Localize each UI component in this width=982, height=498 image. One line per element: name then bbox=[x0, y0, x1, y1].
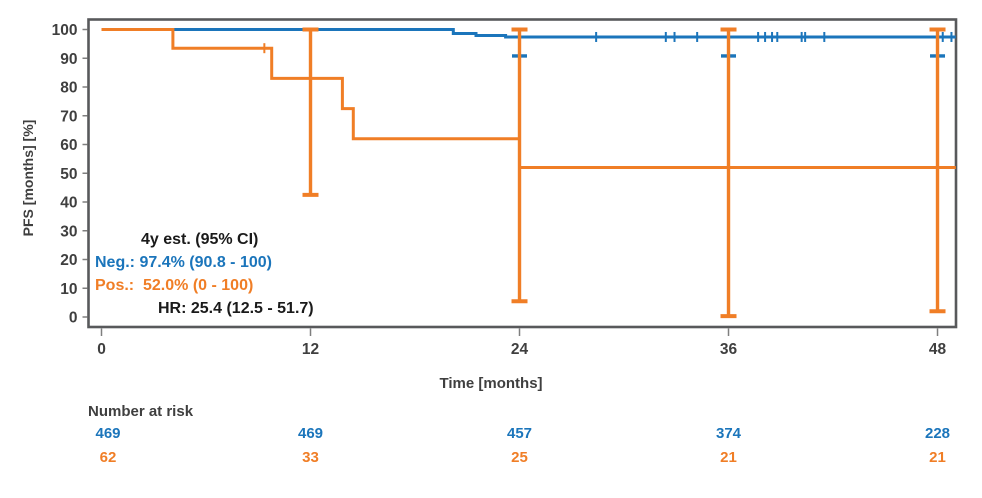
risk-table-title: Number at risk bbox=[88, 403, 194, 420]
annotation-estimate-header: 4y est. (95% CI) bbox=[141, 231, 259, 248]
plot-frame bbox=[87, 18, 958, 329]
annotation-pos-estimate: Pos.: 52.0% (0 - 100) bbox=[95, 277, 254, 294]
survival-curve-neg bbox=[101, 28, 956, 39]
x-axis-title: Time [months] bbox=[439, 375, 543, 392]
risk-value: 469 bbox=[95, 425, 121, 442]
y-tick-label: 0 bbox=[69, 310, 78, 327]
y-tick-label: 70 bbox=[60, 108, 77, 125]
risk-value: 25 bbox=[511, 449, 528, 466]
x-tick-label: 0 bbox=[97, 341, 106, 358]
x-tick-label: 24 bbox=[511, 341, 529, 358]
y-tick-label: 60 bbox=[60, 137, 77, 154]
y-tick-label: 20 bbox=[60, 252, 77, 269]
y-tick-label: 40 bbox=[60, 195, 77, 212]
risk-row-pos: 62 33 25 21 21 bbox=[0, 449, 982, 469]
risk-value: 374 bbox=[715, 425, 742, 442]
annotation-neg-estimate: Neg.: 97.4% (90.8 - 100) bbox=[95, 254, 272, 271]
risk-value: 469 bbox=[297, 425, 324, 442]
y-tick-label: 90 bbox=[60, 51, 77, 68]
x-tick-label: 36 bbox=[720, 341, 738, 358]
risk-value: 21 bbox=[720, 449, 737, 466]
risk-value: 62 bbox=[99, 449, 117, 466]
x-tick-label: 12 bbox=[302, 341, 319, 358]
y-tick-label: 50 bbox=[60, 166, 77, 183]
y-tick-label: 100 bbox=[52, 22, 78, 39]
y-tick-label: 30 bbox=[60, 223, 77, 240]
survival-curve-pos bbox=[101, 28, 956, 169]
y-tick-label: 80 bbox=[60, 80, 77, 97]
risk-value: 457 bbox=[506, 425, 533, 442]
annotation-hazard-ratio: HR: 25.4 (12.5 - 51.7) bbox=[158, 300, 314, 317]
risk-row-neg: 469 469 457 374 228 bbox=[0, 425, 982, 445]
risk-value: 33 bbox=[302, 449, 319, 466]
x-tick-label: 48 bbox=[929, 341, 947, 358]
y-axis-title: PFS [months] [%] bbox=[20, 119, 36, 237]
risk-value: 228 bbox=[925, 425, 951, 442]
y-tick-label: 10 bbox=[60, 281, 77, 298]
risk-value: 21 bbox=[929, 449, 946, 466]
